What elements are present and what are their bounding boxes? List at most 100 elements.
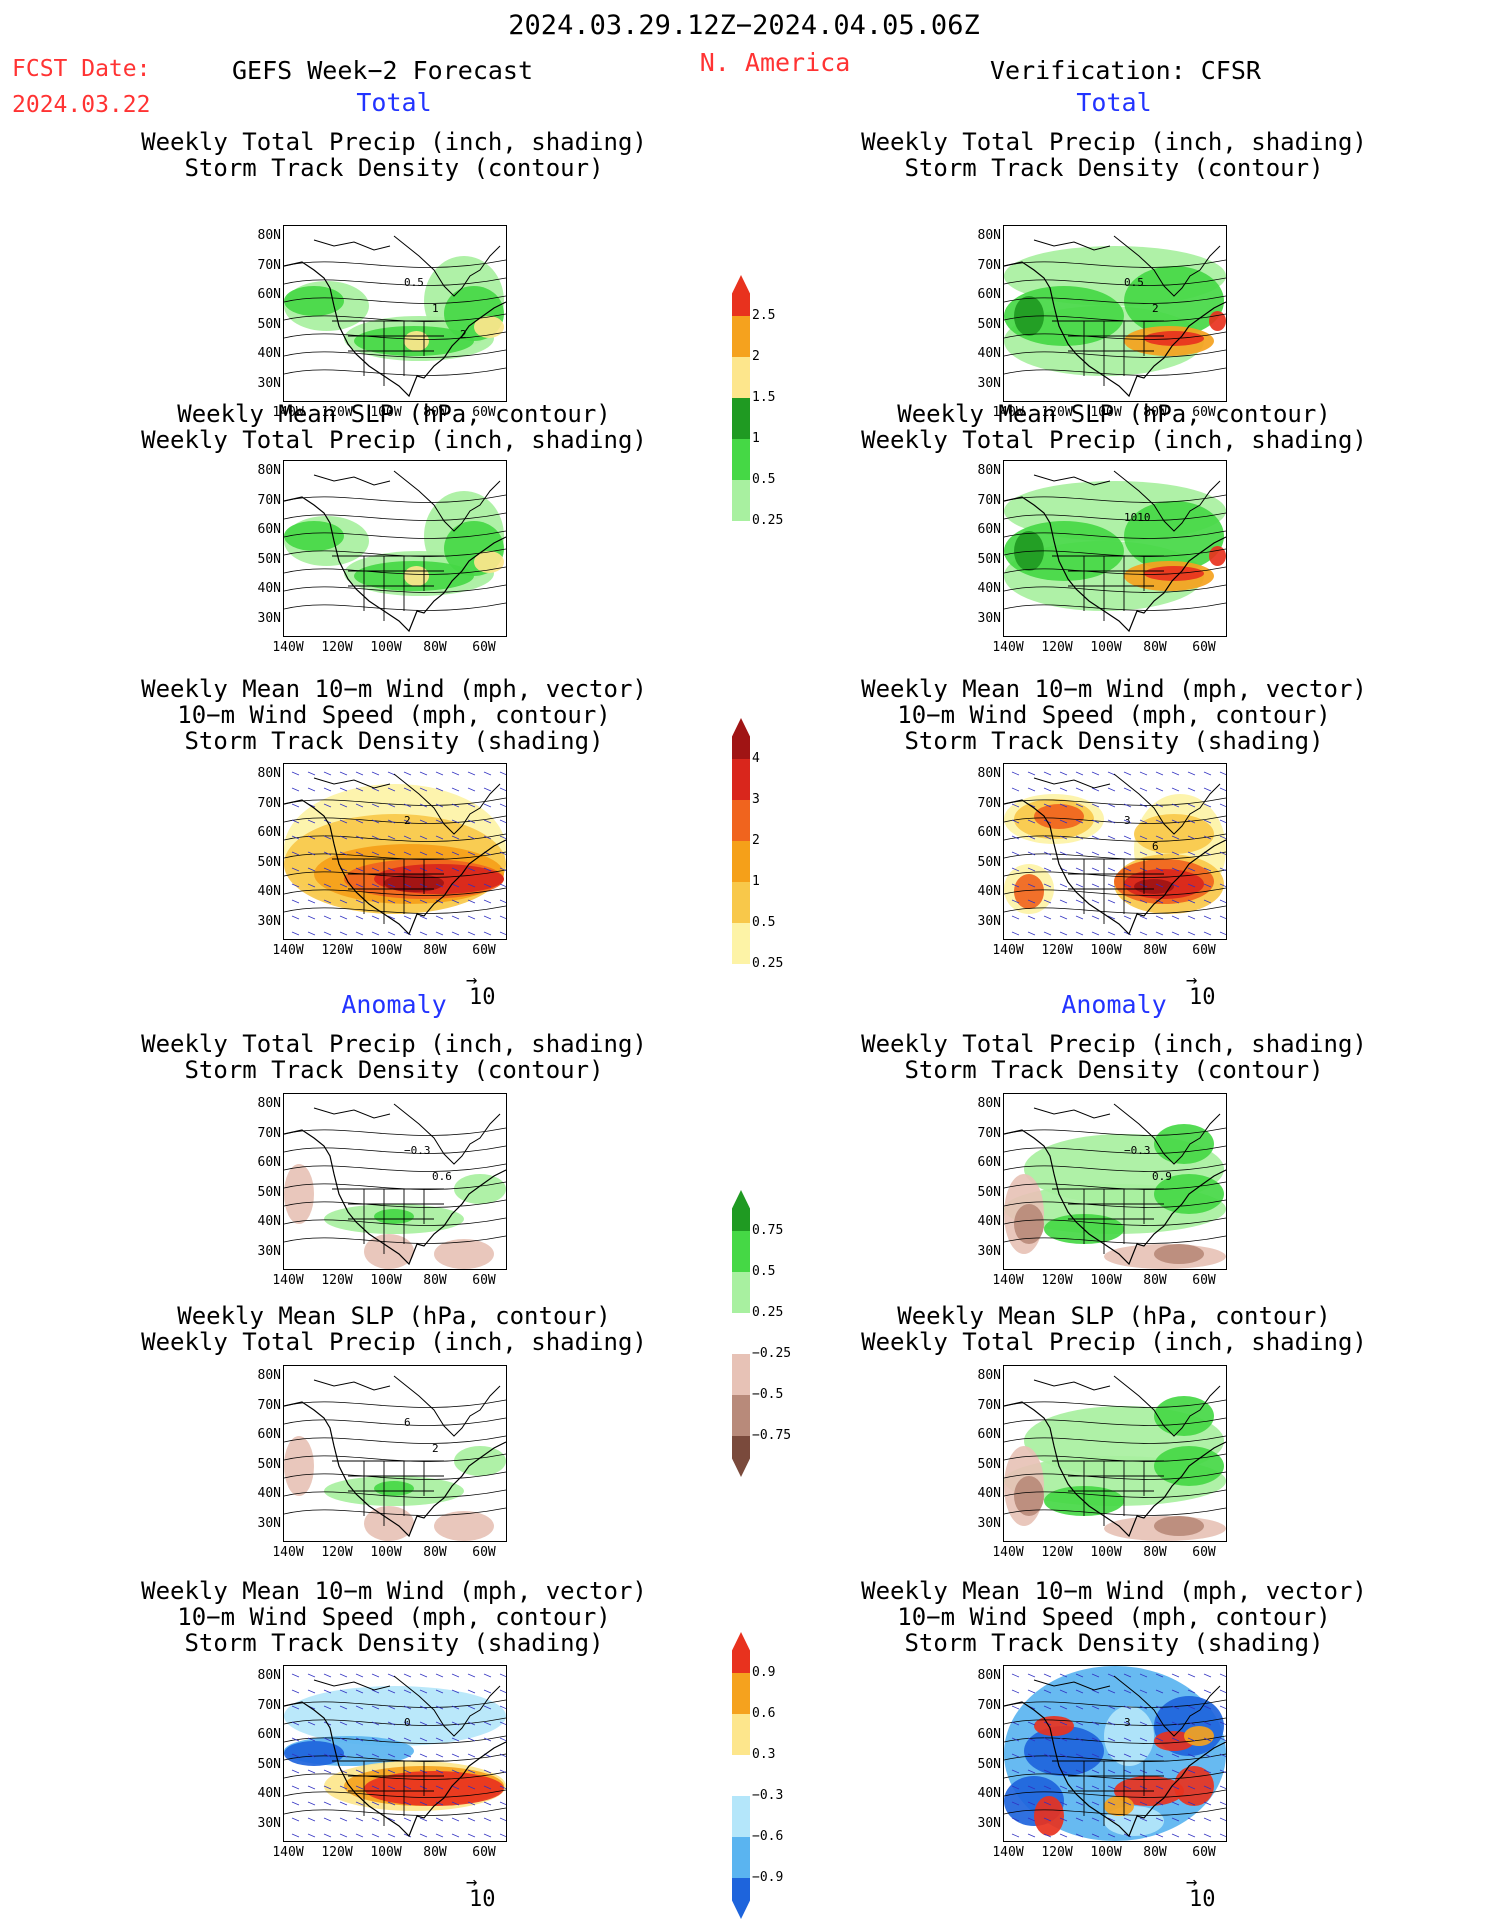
wind-vector <box>339 771 348 776</box>
wind-vector <box>1107 835 1116 840</box>
wind-vector <box>403 835 412 840</box>
wind-vector <box>467 1721 476 1726</box>
wind-vector <box>483 1689 492 1694</box>
map-obs-anom-wind: 3 <box>1003 1665 1227 1842</box>
wind-vector <box>1187 1817 1196 1822</box>
wind-vector <box>467 771 476 776</box>
wind-vector <box>483 1705 492 1710</box>
wind-vector <box>403 787 412 792</box>
wind-vector <box>1027 1673 1036 1678</box>
contour-line <box>1004 815 1226 824</box>
panel-title-line: 10−m Wind Speed (mph, contour) <box>897 701 1331 729</box>
panel-title-line: Weekly Total Precip (inch, shading) <box>861 1030 1367 1058</box>
contour-label: 1 <box>432 302 439 315</box>
lat-tick-label: 40N <box>977 1786 1001 1801</box>
wind-vector <box>1187 1801 1196 1806</box>
map-canvas: 62 <box>284 1375 506 1541</box>
colorbar-segment <box>732 800 750 841</box>
wind-vector <box>1011 1689 1020 1694</box>
map-obs-anom-precip: −0.3 0.9 <box>1003 1093 1227 1270</box>
map-fcst-total-wind: 2 <box>283 763 507 940</box>
lon-tick-label: 140W <box>992 1273 1024 1288</box>
wind-vector <box>1123 787 1132 792</box>
wind-vector <box>291 1673 300 1678</box>
coastline <box>1004 1129 1226 1266</box>
coastline <box>313 1379 391 1391</box>
panel-title-line: Weekly Mean SLP (hPa, contour) <box>897 400 1331 428</box>
wind-vector <box>1171 835 1180 840</box>
lat-tick-label: 30N <box>977 375 1001 391</box>
wind-vector <box>371 915 380 920</box>
wind-vector <box>307 835 316 840</box>
lat-tick-label: 70N <box>977 1125 1001 1141</box>
lat-tick-label: 70N <box>257 1125 281 1141</box>
wind-vector <box>371 1673 380 1678</box>
wind-vector <box>451 883 460 888</box>
wind-vector <box>387 915 396 920</box>
wind-vector <box>1091 1801 1100 1806</box>
coastline <box>1033 1379 1111 1391</box>
lat-tick-label: 50N <box>977 1184 1001 1200</box>
colorbar-tick-label: 1 <box>752 874 760 889</box>
contour-line <box>1004 797 1226 806</box>
contour-line <box>284 295 506 304</box>
region-name: N. America <box>699 48 851 77</box>
wind-vector <box>1203 1737 1212 1742</box>
colorbar-tick-label: −0.3 <box>752 1788 784 1803</box>
wind-vector <box>467 867 476 872</box>
wind-vector <box>1123 1689 1132 1694</box>
wind-vector <box>451 1801 460 1806</box>
lat-tick-label: 50N <box>977 551 1001 567</box>
wind-vector <box>291 931 300 936</box>
wind-vector <box>387 883 396 888</box>
wind-vector <box>435 931 444 936</box>
wind-vector <box>1075 1769 1084 1774</box>
wind-vector <box>451 1705 460 1710</box>
coastline <box>1033 474 1111 486</box>
wind-vector <box>419 787 428 792</box>
lat-tick-label: 40N <box>977 581 1001 596</box>
wind-vector <box>1203 819 1212 824</box>
wind-vector <box>1107 1785 1116 1790</box>
contour-line <box>1004 1181 1226 1190</box>
colorbar-tick-label: 4 <box>752 751 760 766</box>
lat-tick-label: 60N <box>977 825 1001 840</box>
lat-tick-label: 30N <box>977 1815 1001 1831</box>
wind-vector <box>339 915 348 920</box>
coastline <box>1113 470 1221 532</box>
wind-vector <box>1059 1737 1068 1742</box>
vector-reference-arrow: → <box>466 1871 478 1893</box>
lat-tick-label: 80N <box>257 766 281 781</box>
section-total-right: Total <box>1076 88 1152 117</box>
wind-vector <box>1123 835 1132 840</box>
contour-line <box>284 1699 506 1708</box>
wind-vector <box>1155 1817 1164 1822</box>
wind-vector <box>1187 819 1196 824</box>
wind-vector <box>307 1721 316 1726</box>
lon-tick-label: 60W <box>472 405 496 420</box>
wind-vector <box>435 803 444 808</box>
panel-title-line: 10−m Wind Speed (mph, contour) <box>897 1603 1331 1631</box>
panel-title-line: Storm Track Density (shading) <box>904 1629 1324 1657</box>
lat-tick-label: 30N <box>977 913 1001 929</box>
wind-vector <box>403 1737 412 1742</box>
contour-line <box>1004 584 1226 593</box>
coastline <box>284 496 506 633</box>
colorbar-segment <box>732 882 750 923</box>
wind-vector <box>1155 1737 1164 1742</box>
wind-vector <box>1011 1673 1020 1678</box>
wind-vector <box>1123 867 1132 872</box>
wind-vector <box>483 867 492 872</box>
wind-vector <box>1123 1801 1132 1806</box>
coastline <box>1033 239 1111 251</box>
lat-tick-label: 60N <box>257 1427 281 1442</box>
panel-title-line: Storm Track Density (shading) <box>184 1629 604 1657</box>
wind-vector <box>1139 1769 1148 1774</box>
lat-tick-label: 40N <box>257 884 281 899</box>
lat-tick-label: 40N <box>257 346 281 361</box>
contour-line <box>1004 1789 1226 1798</box>
wind-vector <box>307 931 316 936</box>
lat-tick-label: 30N <box>257 1515 281 1531</box>
wind-vector <box>323 851 332 856</box>
wind-vector <box>1059 1721 1068 1726</box>
